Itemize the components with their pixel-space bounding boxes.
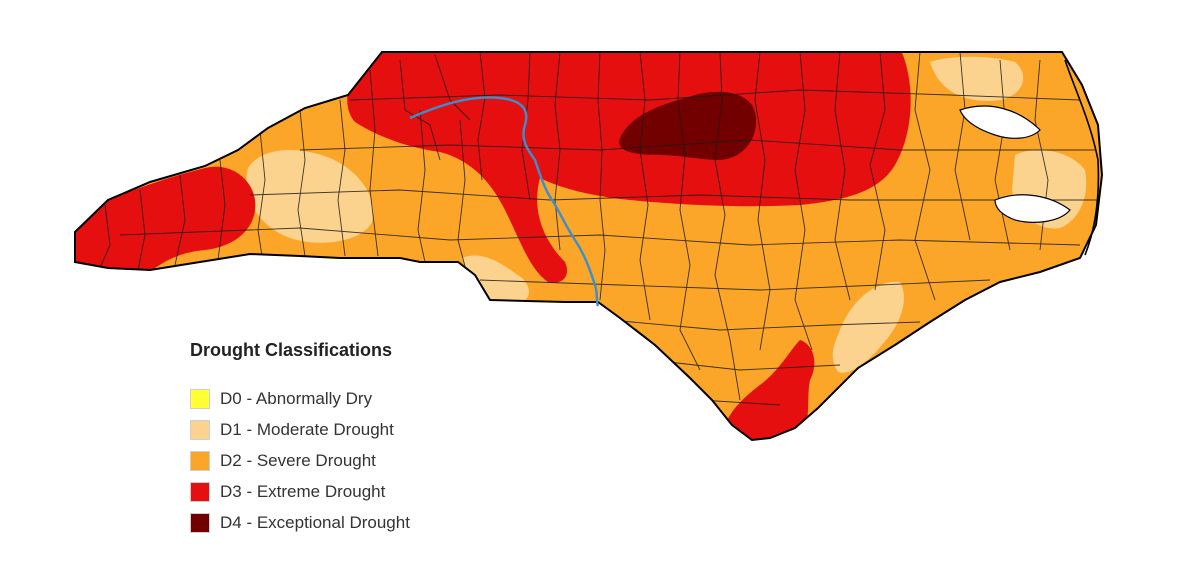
legend-item-d2: D2 - Severe Drought <box>190 445 410 476</box>
outer-banks <box>1064 59 1100 256</box>
zone-d4-north <box>619 91 757 160</box>
legend-label-d1: D1 - Moderate Drought <box>220 419 394 439</box>
legend: Drought Classifications D0 - Abnormally … <box>190 340 410 538</box>
legend-swatch-d0 <box>190 388 210 409</box>
legend-title: Drought Classifications <box>190 340 393 360</box>
albemarle-sound <box>959 105 1041 139</box>
legend-swatch-d3 <box>190 481 210 502</box>
legend-item-d3: D3 - Extreme Drought <box>190 476 410 507</box>
divide-line <box>409 96 600 307</box>
zone-d1-northeast <box>930 56 1024 101</box>
legend-swatch-d4 <box>190 512 210 533</box>
legend-label-d0: D0 - Abnormally Dry <box>220 388 373 408</box>
state-outline <box>74 51 1104 442</box>
zone-d3-north <box>347 52 911 283</box>
legend-label-d4: D4 - Exceptional Drought <box>220 512 410 532</box>
zone-d1-southeast <box>832 281 904 373</box>
legend-swatch-d1 <box>190 419 210 440</box>
legend-item-d4: D4 - Exceptional Drought <box>190 507 410 538</box>
zone-d3-west <box>75 166 256 272</box>
county-boundaries <box>99 52 1098 406</box>
legend-item-d0: D0 - Abnormally Dry <box>190 383 410 414</box>
zone-d3-southeast <box>724 340 815 440</box>
legend-item-d1: D1 - Moderate Drought <box>190 414 410 445</box>
legend-label-d3: D3 - Extreme Drought <box>220 481 386 501</box>
legend-swatch-d2 <box>190 450 210 471</box>
legend-label-d2: D2 - Severe Drought <box>220 450 376 470</box>
pamlico-sound <box>994 194 1071 223</box>
